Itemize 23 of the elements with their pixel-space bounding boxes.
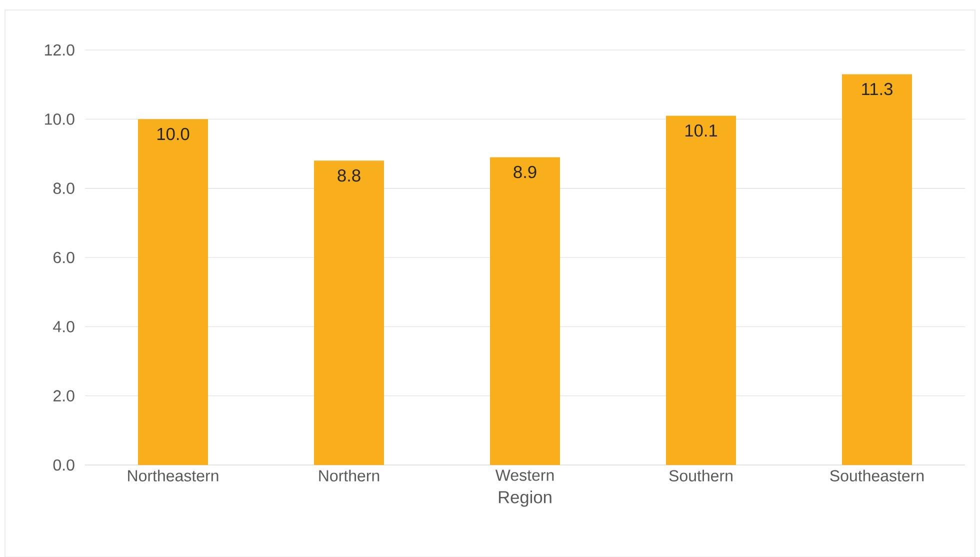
x-tick-label: Northern [319, 470, 380, 482]
y-tick-label: 2.0 [54, 390, 74, 402]
bar [314, 160, 384, 465]
data-label: 10.1 [685, 124, 718, 137]
data-label: 11.3 [862, 82, 892, 96]
bar [842, 74, 912, 465]
x-axis-title: Region [498, 490, 552, 507]
data-label: 10.0 [157, 128, 190, 140]
y-tick-label: 8.0 [53, 182, 74, 194]
y-tick-label: 6.0 [54, 252, 74, 264]
x-tick-label: Western [495, 470, 554, 481]
x-tick-label: Northeastern [128, 470, 218, 482]
y-tick-label: 4.0 [53, 321, 74, 332]
bar [490, 157, 560, 465]
bar [138, 119, 208, 465]
x-tick-label: Southern [669, 470, 732, 482]
data-label: 8.8 [338, 169, 360, 182]
data-label: 8.9 [514, 166, 536, 178]
x-tick-label: Southeastern [830, 470, 924, 482]
bar [666, 116, 736, 465]
y-tick-label: 12.0 [45, 44, 74, 56]
y-tick-label: 10.0 [45, 114, 74, 125]
y-tick-label: 0.0 [53, 459, 74, 471]
